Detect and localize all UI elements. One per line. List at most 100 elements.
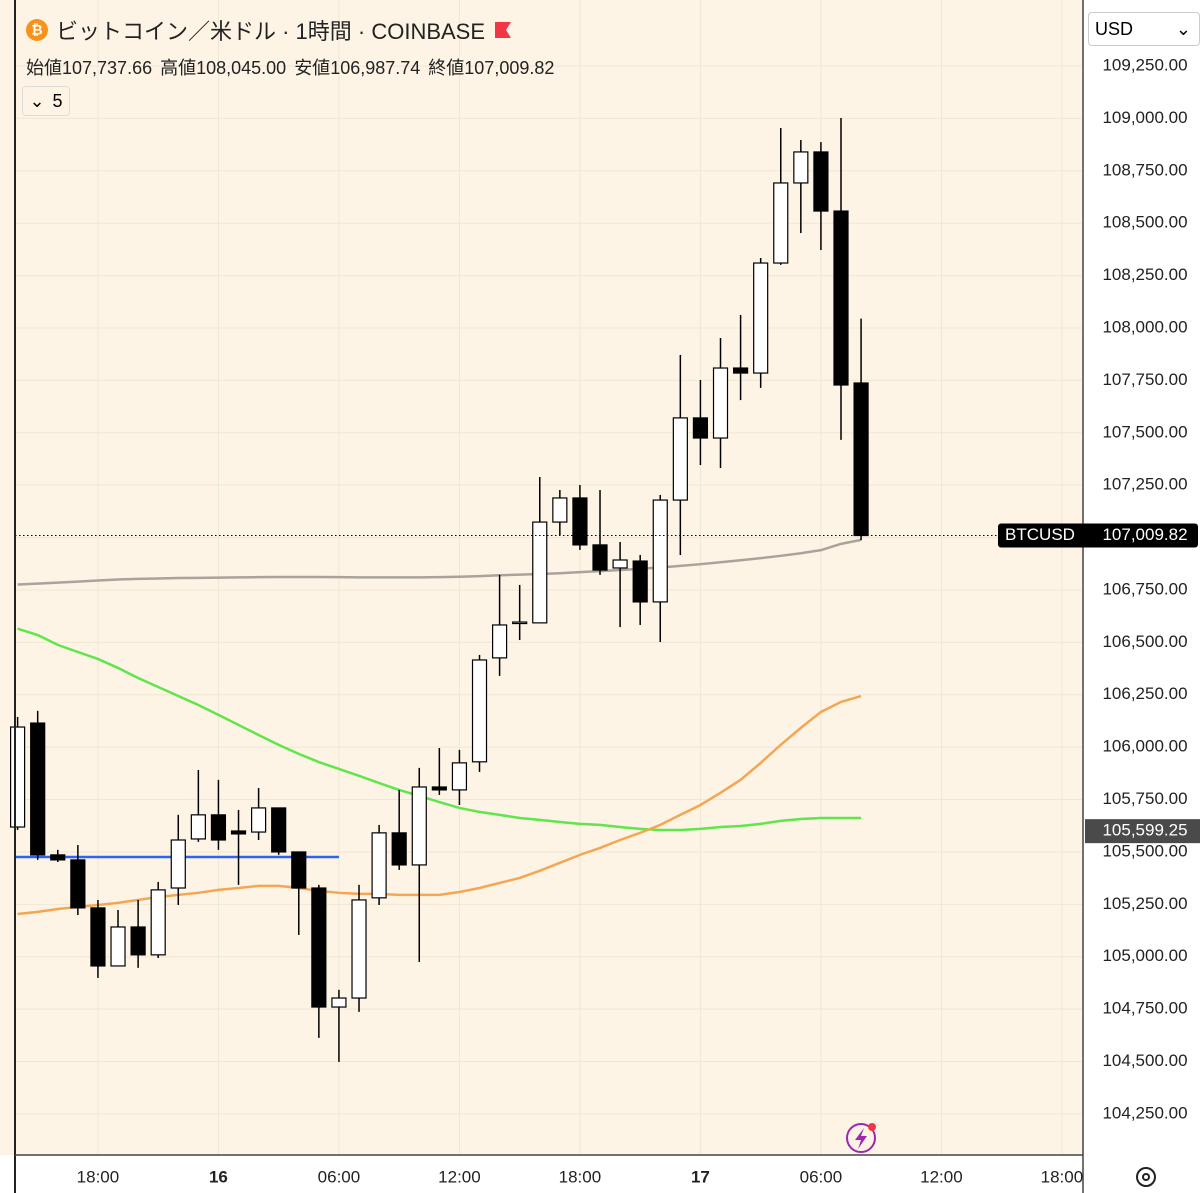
candle-body bbox=[10, 726, 26, 828]
x-tick-label: 16 bbox=[209, 1167, 228, 1186]
candle-body bbox=[70, 859, 86, 909]
candle-body bbox=[190, 814, 206, 840]
candle-body bbox=[833, 210, 849, 386]
candle-body bbox=[170, 839, 186, 889]
candle-body bbox=[251, 807, 267, 833]
x-tick-label: 18:00 bbox=[77, 1167, 120, 1186]
candle-body bbox=[210, 814, 227, 841]
title-row: ₿ ビットコイン／米ドル · 1時間 · COINBASE bbox=[26, 14, 562, 46]
candle-body bbox=[813, 151, 829, 212]
y-tick-label: 108,250.00 bbox=[1102, 265, 1187, 284]
x-tick-label: 06:00 bbox=[318, 1167, 361, 1186]
y-tick-label: 107,750.00 bbox=[1102, 370, 1187, 389]
candle-body bbox=[150, 889, 166, 956]
settings-icon[interactable] bbox=[1136, 1167, 1156, 1187]
candle-body bbox=[351, 899, 367, 999]
chart-title: ビットコイン／米ドル · 1時間 · COINBASE bbox=[56, 19, 486, 44]
y-tick-label: 109,000.00 bbox=[1102, 108, 1187, 127]
y-tick-label: 106,500.00 bbox=[1102, 632, 1187, 651]
currency-select[interactable]: USD ⌄ bbox=[1088, 12, 1200, 46]
ohlc-value: 108,045.00 bbox=[196, 58, 287, 78]
candle-body bbox=[652, 499, 668, 603]
candle-body bbox=[311, 887, 327, 1008]
y-tick-label: 107,250.00 bbox=[1102, 475, 1187, 494]
ohlc-legend: 始値107,737.66 高値108,045.00 安値106,987.74 終値10… bbox=[26, 54, 562, 80]
bitcoin-icon: ₿ bbox=[26, 19, 48, 41]
time-axis-bg bbox=[0, 1155, 1083, 1193]
candle-body bbox=[391, 832, 407, 866]
candle-body bbox=[853, 382, 869, 537]
candle-body bbox=[30, 722, 46, 856]
y-tick-label: 104,500.00 bbox=[1102, 1051, 1187, 1070]
candle-body bbox=[732, 367, 749, 374]
candle-body bbox=[773, 182, 789, 264]
candle-body bbox=[512, 621, 528, 625]
y-tick-label: 108,000.00 bbox=[1102, 317, 1187, 336]
candle-body bbox=[271, 807, 287, 853]
candle-body bbox=[793, 151, 809, 184]
candle-body bbox=[491, 624, 508, 659]
ma-line bbox=[17, 694, 862, 916]
y-tick-label: 109,250.00 bbox=[1102, 56, 1187, 75]
ohlc-name: 終値 bbox=[428, 58, 465, 78]
x-tick-label: 12:00 bbox=[438, 1167, 481, 1186]
last-price-symbol: BTCUSD bbox=[1005, 525, 1075, 544]
y-tick-label: 105,500.00 bbox=[1102, 841, 1187, 860]
y-tick-label: 104,250.00 bbox=[1102, 1103, 1187, 1122]
candle-body bbox=[672, 417, 688, 501]
svg-text:₿: ₿ bbox=[31, 22, 42, 38]
candle-body bbox=[592, 544, 608, 571]
ohlc-name: 始値 bbox=[26, 58, 62, 78]
candle-body bbox=[130, 926, 146, 956]
y-tick-label: 104,750.00 bbox=[1102, 999, 1187, 1018]
candle-body bbox=[90, 907, 106, 967]
price-marker-tag bbox=[1085, 819, 1200, 844]
last-price-tag bbox=[998, 523, 1198, 548]
y-tick-label: 108,500.00 bbox=[1102, 213, 1187, 232]
y-tick-label: 106,250.00 bbox=[1102, 684, 1187, 703]
x-tick-label: 18:00 bbox=[559, 1167, 602, 1186]
candle-body bbox=[411, 786, 427, 866]
x-tick-label: 17 bbox=[691, 1167, 710, 1186]
candle-body bbox=[471, 659, 488, 763]
candle-body bbox=[552, 497, 568, 523]
flag-icon[interactable] bbox=[493, 20, 513, 40]
y-tick-label: 105,250.00 bbox=[1102, 894, 1187, 913]
candle-body bbox=[291, 851, 307, 889]
ohlc-name: 高値 bbox=[160, 58, 197, 78]
candle-body bbox=[371, 832, 387, 899]
last-price-label: 107,009.82 bbox=[1102, 525, 1187, 544]
candle-body bbox=[431, 786, 447, 791]
price-marker-label: 105,599.25 bbox=[1102, 821, 1187, 840]
candle-body bbox=[110, 926, 126, 967]
candle-body bbox=[532, 521, 548, 624]
y-tick-label: 106,750.00 bbox=[1102, 579, 1187, 598]
y-tick-label: 108,750.00 bbox=[1102, 160, 1187, 179]
header: ₿ ビットコイン／米ドル · 1時間 · COINBASE 始値107,737.… bbox=[26, 14, 562, 80]
x-tick-label: 12:00 bbox=[920, 1167, 963, 1186]
x-tick-label: 06:00 bbox=[800, 1167, 843, 1186]
ohlc-name: 安値 bbox=[294, 58, 331, 78]
price-axis-bg bbox=[1083, 0, 1200, 1193]
y-tick-label: 106,000.00 bbox=[1102, 737, 1187, 756]
ohlc-value: 106,987.74 bbox=[330, 58, 421, 78]
indicator-toggle[interactable]: ⌄ 5 bbox=[22, 86, 70, 116]
plot bbox=[10, 117, 1083, 1062]
ohlc-value: 107,737.66 bbox=[62, 58, 153, 78]
candle-body bbox=[612, 559, 628, 569]
candle-body bbox=[331, 997, 347, 1008]
y-tick-label: 105,000.00 bbox=[1102, 946, 1187, 965]
candle-body bbox=[572, 497, 588, 546]
currency: USD bbox=[1095, 18, 1134, 39]
lightning-icon bbox=[846, 1123, 876, 1153]
y-tick-label: 105,750.00 bbox=[1102, 789, 1187, 808]
candle-body bbox=[632, 560, 648, 603]
candle-body bbox=[451, 762, 468, 791]
ohlc-value: 107,009.82 bbox=[464, 58, 555, 78]
indicator-count: 5 bbox=[52, 90, 63, 111]
candle-body bbox=[753, 262, 769, 374]
ma-line bbox=[17, 538, 862, 586]
candle-body bbox=[50, 854, 66, 861]
